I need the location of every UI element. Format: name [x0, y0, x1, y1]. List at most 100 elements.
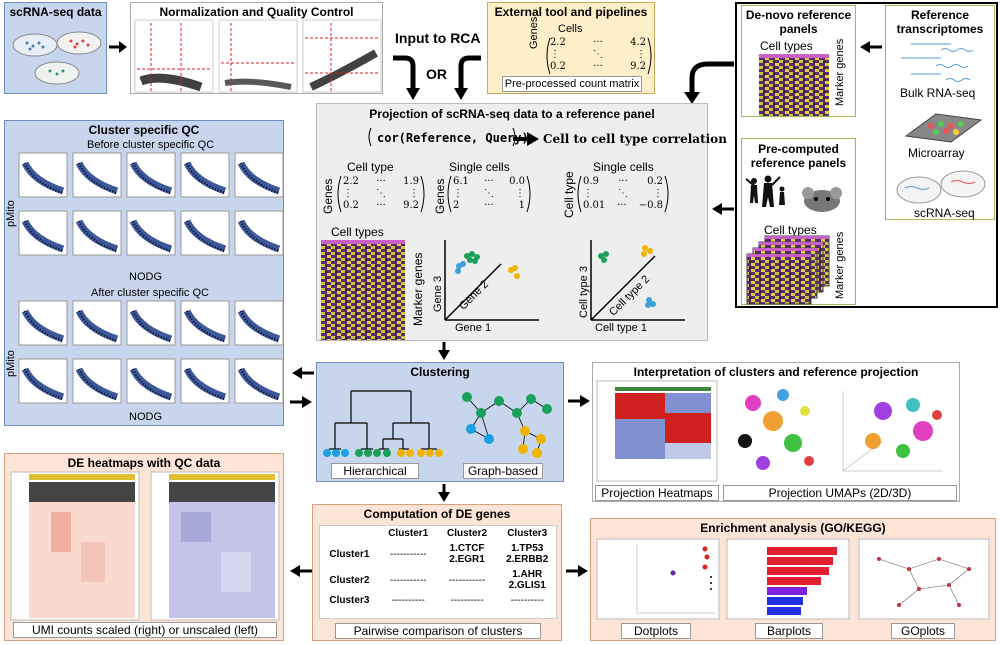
- microarray-label: Microarray: [908, 146, 965, 160]
- gene-scatter: [444, 240, 539, 321]
- qc-scatter-plots: [134, 19, 382, 93]
- projection-result: Cell to cell type correlation: [543, 132, 727, 146]
- barplot-thumb: [726, 538, 850, 620]
- de-genes-panel: Computation of DE genes Cluster1 Cluster…: [312, 504, 562, 641]
- scrna-title: scRNA-seq data: [9, 5, 102, 19]
- external-matrix: 2.2 ··· 4.2 ⋮ ⋱ ⋮ 0.2 ··· 9.2: [550, 37, 646, 72]
- arrow-scrna-to-norm: [109, 41, 127, 53]
- de-genes-table-wrap: Cluster1 Cluster2 Cluster3 Cluster1 ----…: [319, 525, 557, 619]
- formula-bracket: [368, 127, 516, 147]
- graph-label: Graph-based: [463, 463, 543, 479]
- de-heatmaps-panel: DE heatmaps with QC data UMI counts scal…: [4, 453, 284, 641]
- hierarchical-dendrogram: [323, 390, 443, 457]
- matrix-3: 0.9 ··· 0.2 ⋮ ⋱ ⋮ 0.01 ··· −0.8: [583, 176, 663, 211]
- de-genes-title: Computation of DE genes: [363, 507, 511, 521]
- goplots-label: GOplots: [891, 623, 955, 639]
- proj-heatmap: [321, 240, 405, 340]
- denovo-title-1: De-novo reference: [745, 8, 852, 22]
- projection-panel: Projection of scRNA-seq data to a refere…: [316, 103, 727, 341]
- norm-qc-panel: Normalization and Quality Control: [130, 2, 383, 94]
- projection-umap-3d: [842, 391, 943, 472]
- matrix-1: 2.2 ··· 1.9 ⋮ ⋱ ⋮ 0.2 ··· 9.2: [343, 176, 419, 211]
- matrix-2: 6.1 ··· 0.0 ⋮ ⋱ ⋮ 2 ··· 1: [453, 176, 525, 211]
- proj-heatmap-label: Cell types: [331, 225, 384, 239]
- de-header-cluster1: Cluster1: [388, 528, 429, 539]
- table-row: Cluster2 ----------- ----------- 1.AHR 2.…: [329, 569, 546, 591]
- external-panel: External tool and pipelines Cells Genes …: [487, 2, 655, 94]
- m2-single-cells: Single cells: [449, 160, 510, 174]
- cluster-qc-after: After cluster specific QC: [91, 287, 209, 299]
- precomputed-heatmaps: [746, 235, 830, 305]
- ct1-label: Cell type 1: [595, 322, 647, 334]
- projection-heatmaps-label: Projection Heatmaps: [595, 485, 719, 501]
- denovo-panel: De-novo reference panels Cell types Mark…: [741, 5, 856, 117]
- reference-title-1: Reference: [910, 8, 970, 22]
- scrna-ref-label: scRNA-seq: [914, 206, 975, 220]
- reference-panel: Reference transcriptomes Bulk RNA-seq Mi…: [885, 5, 995, 220]
- cluster-qc-xlabel-top: NODG: [129, 271, 162, 283]
- or-label: OR: [426, 66, 447, 82]
- external-matrix-brackets: [546, 37, 652, 75]
- de-header-cluster2: Cluster2: [447, 528, 488, 539]
- cluster-qc-title: Cluster specific QC: [88, 123, 200, 137]
- de-heatmap-right: [150, 471, 280, 621]
- external-cells: Cells: [558, 23, 583, 35]
- hierarchical-label: Hierarchical: [331, 463, 419, 479]
- cluster-qc-xlabel-bottom: NODG: [129, 411, 162, 423]
- goplot-thumb: [858, 538, 990, 620]
- precomputed-title-1: Pre-computed: [758, 142, 839, 156]
- celltype-scatter: [590, 240, 685, 321]
- arrow-clustering-to-de: [438, 484, 450, 502]
- clustering-title: Clustering: [410, 365, 470, 379]
- precomputed-panel: Pre-computed reference panels Cell types…: [741, 138, 856, 305]
- interpretation-title: Interpretation of clusters and reference…: [633, 365, 919, 379]
- denovo-heatmap: [759, 54, 829, 116]
- clustering-panel: Clustering Hierarchical Graph-based: [316, 362, 564, 482]
- external-caption: Pre-processed count matrix: [502, 76, 642, 92]
- arrow-de-to-heatmaps: [290, 565, 312, 577]
- external-genes: Genes: [528, 16, 540, 49]
- projection-title: Projection of scRNA-seq data to a refere…: [369, 107, 655, 121]
- table-row: Cluster3 ---------- ---------- ---------…: [329, 595, 544, 606]
- arrow-to-result: [513, 132, 539, 146]
- scrna-panel: scRNA-seq data: [4, 2, 107, 94]
- input-arrows: [393, 55, 481, 100]
- gene3-label: Gene 3: [432, 275, 444, 312]
- arrow-qc-to-clustering: [290, 396, 312, 408]
- arrow-clustering-to-qc: [292, 367, 314, 379]
- table-row: Cluster1 ----------- 1.CTCF 2.EGR1 1.TP53…: [329, 543, 549, 565]
- reference-title-2: transcriptomes: [896, 22, 984, 36]
- petri-dishes: [12, 31, 102, 85]
- human-mouse-icon: [745, 175, 842, 212]
- projection-heatmap-thumb: [596, 380, 718, 482]
- cluster-qc-panel: Cluster specific QC Before cluster speci…: [4, 120, 284, 426]
- arrow-projection-to-clustering: [438, 342, 450, 360]
- gene1-label: Gene 1: [455, 322, 492, 334]
- de-header-row: Cluster1 Cluster2 Cluster3: [320, 526, 558, 541]
- arrow-de-to-enrichment: [566, 565, 588, 577]
- dotplots-label: Dotplots: [621, 623, 691, 639]
- scrna-ref-icon: [896, 170, 986, 204]
- arrow-reference-to-projection: [684, 61, 734, 104]
- microarray-icon: [904, 113, 983, 143]
- interpretation-panel: Interpretation of clusters and reference…: [592, 362, 960, 502]
- arrow-ref-to-denovo: [860, 41, 882, 53]
- denovo-title-2: panels: [779, 22, 818, 36]
- de-heatmaps-caption: UMI counts scaled (right) or unscaled (l…: [13, 622, 277, 638]
- matrix-brackets: [337, 175, 669, 213]
- de-genes-caption: Pairwise comparison of clusters: [335, 623, 541, 639]
- precomputed-marker-genes: Marker genes: [834, 231, 846, 299]
- graph-network: [462, 392, 552, 458]
- external-title: External tool and pipelines: [494, 5, 648, 19]
- enrichment-title: Enrichment analysis (GO/KEGG): [700, 521, 886, 535]
- input-to-rca-label: Input to RCA: [395, 30, 481, 46]
- precomputed-title-2: reference panels: [750, 156, 847, 170]
- denovo-marker-genes: Marker genes: [834, 38, 846, 106]
- barplots-label: Barplots: [755, 623, 823, 639]
- de-heatmaps-title: DE heatmaps with QC data: [67, 456, 221, 470]
- de-header-cluster3: Cluster3: [507, 528, 548, 539]
- enrichment-panel: Enrichment analysis (GO/KEGG) Dotplots B…: [590, 518, 996, 641]
- projection-umaps-label: Projection UMAPs (2D/3D): [723, 485, 957, 501]
- proj-marker-genes: Marker genes: [411, 252, 425, 326]
- precomputed-cell-types: Cell types: [764, 223, 817, 237]
